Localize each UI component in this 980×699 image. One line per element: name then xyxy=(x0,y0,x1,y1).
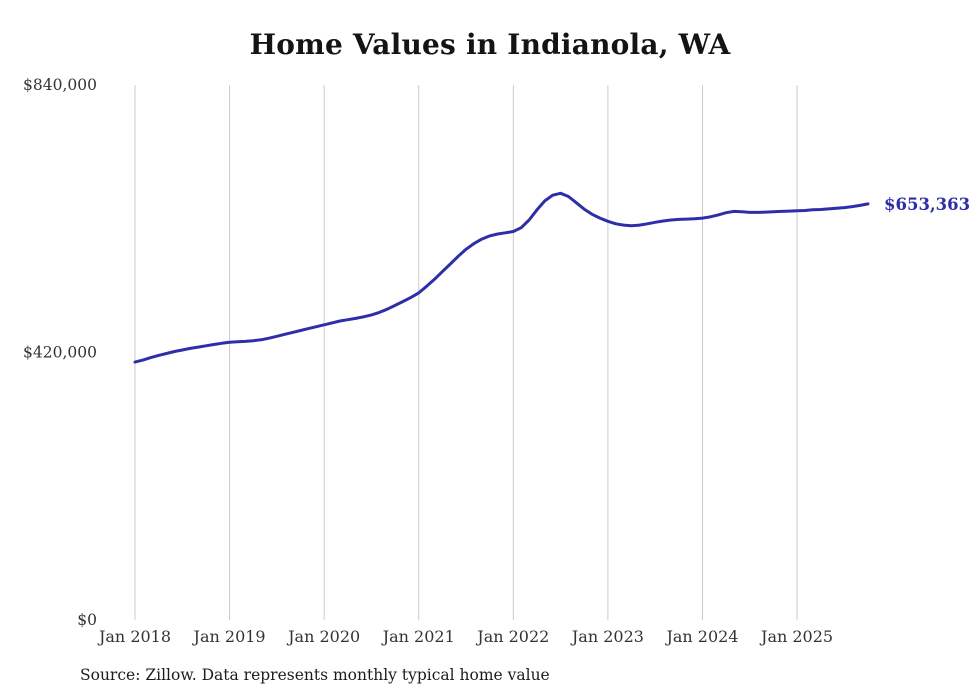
chart-title: Home Values in Indianola, WA xyxy=(249,28,731,61)
source-attribution: Source: Zillow. Data represents monthly … xyxy=(80,666,550,684)
y-axis-tick-label: $0 xyxy=(77,611,97,629)
x-axis-tick-label: Jan 2018 xyxy=(97,627,171,646)
x-axis-tick-label: Jan 2023 xyxy=(570,627,644,646)
x-axis-tick-label: Jan 2020 xyxy=(286,627,360,646)
x-axis-tick-label: Jan 2025 xyxy=(759,627,833,646)
x-axis-tick-label: Jan 2022 xyxy=(475,627,549,646)
x-axis-tick-label: Jan 2019 xyxy=(192,627,266,646)
x-axis-tick-label: Jan 2024 xyxy=(664,627,738,646)
x-axis-tick-label: Jan 2021 xyxy=(381,627,455,646)
y-axis-tick-label: $840,000 xyxy=(23,76,97,94)
latest-value-label: $653,363 xyxy=(884,195,970,214)
home-value-line xyxy=(133,191,870,364)
y-axis-tick-label: $420,000 xyxy=(23,344,97,362)
